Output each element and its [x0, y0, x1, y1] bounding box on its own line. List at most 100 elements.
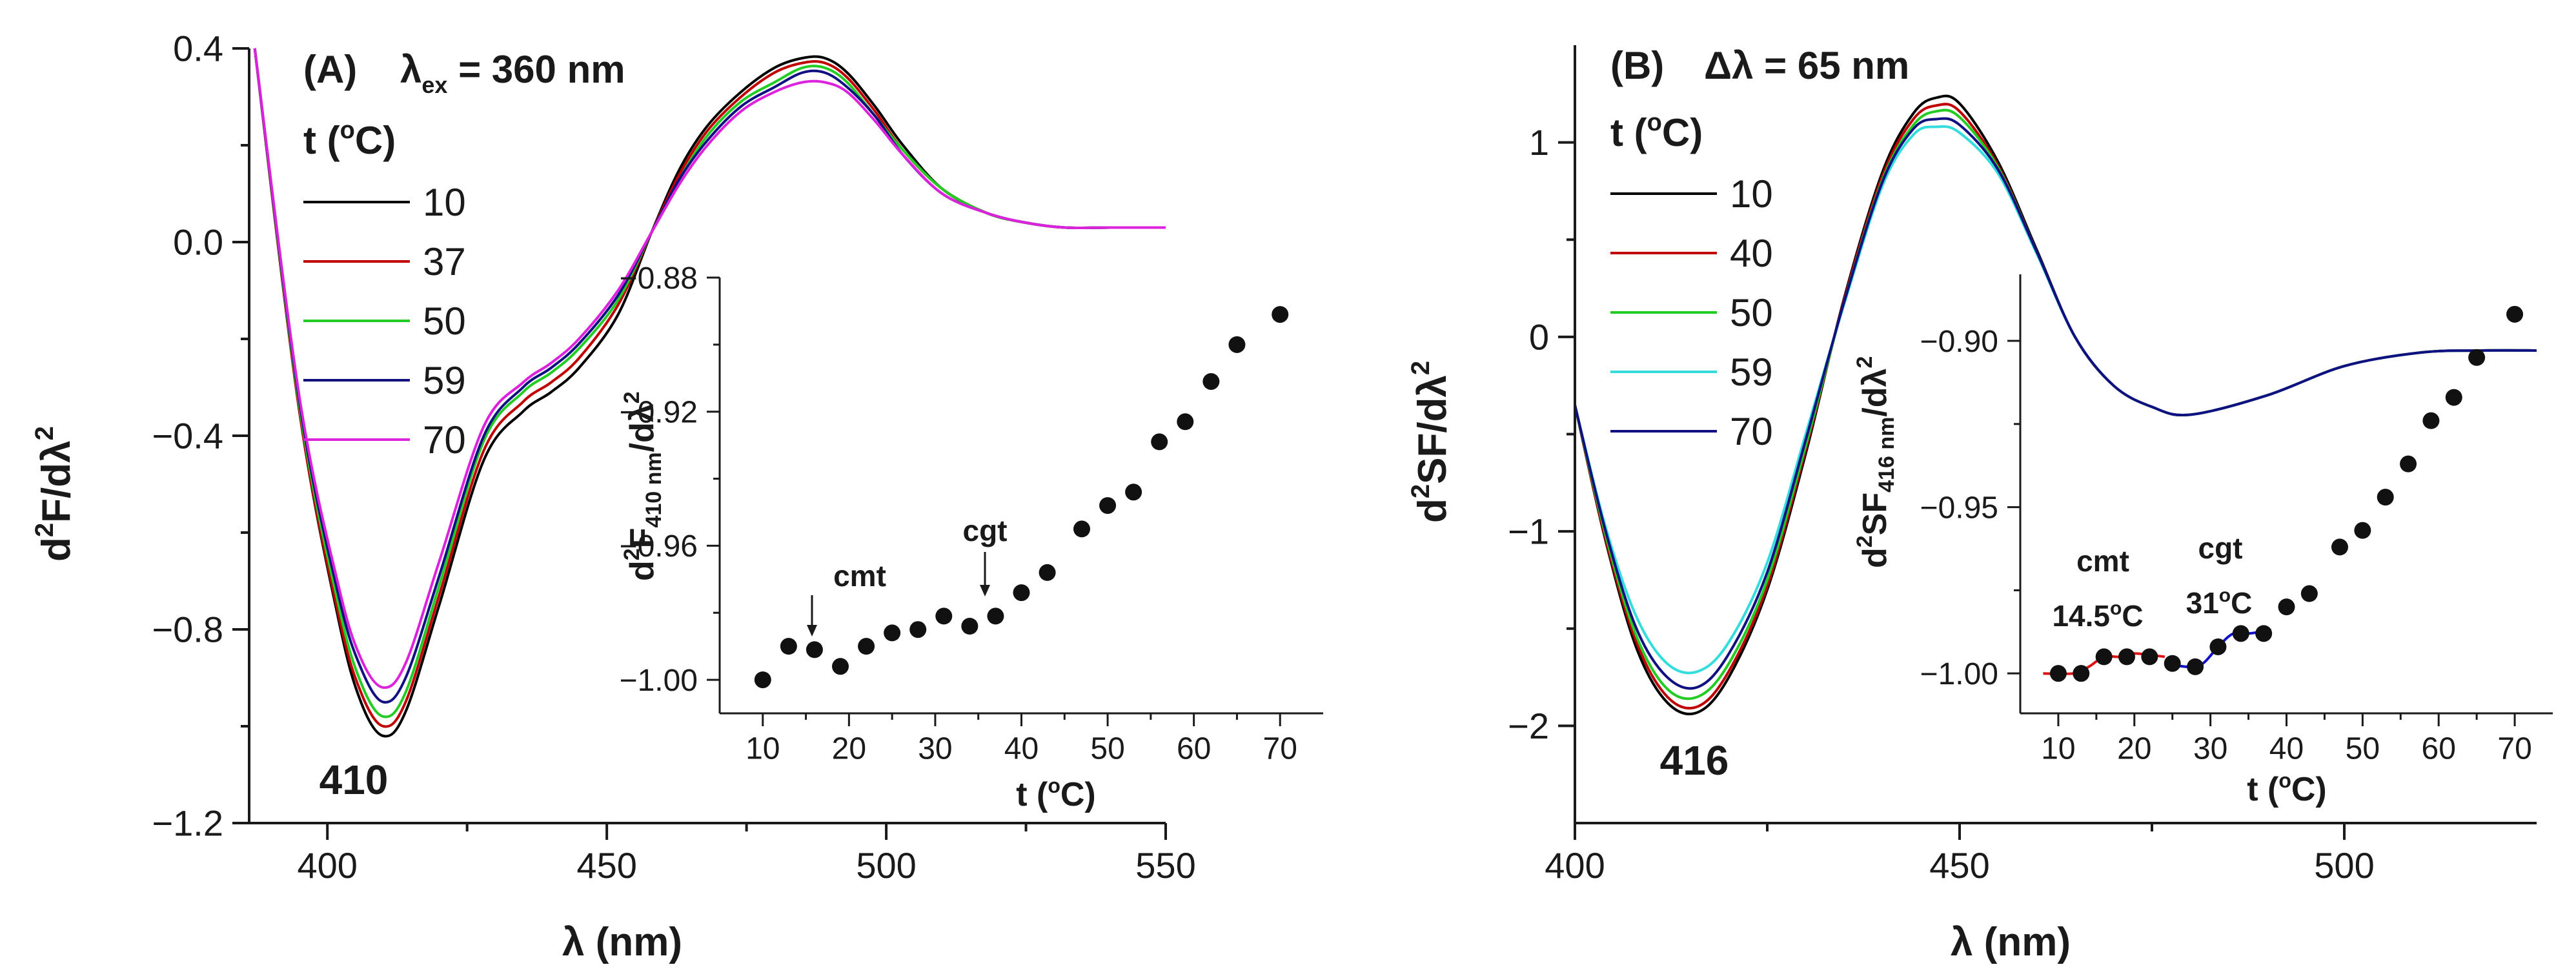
inset-b-axes: −0.90 −0.95 −1.00 10 20 30 40 50 60 70	[1920, 274, 2553, 766]
inset-b-annotation-cmt-temp: 14.5oC	[2052, 598, 2143, 633]
inset-a-arrowhead-cmt	[807, 625, 817, 637]
panel-a-y-tick-label: −0.4	[152, 416, 223, 456]
panel-a-inset: −0.88 −0.92 −0.96 −1.00 10 20 30 40 50 60 70 cmt c…	[620, 261, 1323, 813]
panel-a-excitation: λex = 360 nm	[400, 48, 625, 98]
inset-b-point	[2278, 598, 2295, 616]
panel-a-x-tick-label: 450	[576, 845, 636, 886]
inset-b-x-tick-label: 60	[2422, 731, 2456, 766]
panel-a-label: (A)	[303, 48, 357, 91]
inset-b-y-axis-label: d2SF416 nm/dλ2	[1852, 356, 1899, 568]
inset-a-point	[1228, 336, 1246, 353]
panel-a-y-tick-label: 0.0	[173, 222, 223, 263]
panel-a-y-tick-label: 0.4	[173, 28, 223, 69]
inset-b-x-axis-label: t (oC)	[2247, 769, 2327, 808]
panel-b-y-axis-label: d2SF/dλ2	[1406, 361, 1455, 523]
panel-a-legend-label-10: 10	[423, 181, 466, 224]
panel-a-y-axis-label: d2F/dλ2	[30, 426, 79, 562]
panel-a-x-tick-label: 400	[298, 845, 358, 886]
panel-a-legend-label-37: 37	[423, 240, 466, 283]
panel-b-x-tick-label: 500	[2314, 845, 2374, 886]
inset-b-point	[2187, 658, 2204, 675]
panel-a-y-tick-label: −1.2	[152, 803, 223, 844]
inset-a-y-tick-label: −0.88	[620, 261, 698, 296]
inset-a-point	[780, 638, 797, 655]
inset-a-point	[1039, 564, 1056, 581]
inset-a-annotation-cmt: cmt	[833, 559, 886, 593]
inset-b-x-tick-label: 70	[2497, 731, 2531, 766]
inset-b-point	[2445, 389, 2462, 406]
inset-a-x-tick-label: 60	[1177, 731, 1211, 766]
inset-a-x-tick-label: 50	[1090, 731, 1124, 766]
inset-b-x-tick-label: 50	[2346, 731, 2380, 766]
panel-a-legend: 10 37 50 59 70	[303, 181, 466, 462]
inset-b-point	[2506, 305, 2524, 323]
panel-b-y-tick-label: −2	[1508, 706, 1549, 746]
panel-b-legend-label-59: 59	[1730, 351, 1773, 394]
inset-b-x-tick-label: 20	[2117, 731, 2151, 766]
inset-a-point	[832, 658, 849, 675]
panel-a-series-70	[253, 48, 1166, 689]
panel-b-legend: 10 40 50 59 70	[1610, 172, 1773, 453]
panel-a-x-tick-label: 550	[1135, 845, 1195, 886]
inset-a-point	[1151, 433, 1168, 451]
inset-a-point	[909, 621, 927, 638]
panel-b-x-tick-label: 450	[1929, 845, 1989, 886]
panel-a-y-tick-label: −0.8	[152, 609, 223, 650]
panel-b-y-tick-label: −1	[1508, 511, 1549, 552]
panel-a-curves	[253, 48, 1166, 738]
inset-b-point	[2255, 625, 2273, 642]
panel-a-legend-title: t (oC)	[303, 117, 396, 162]
inset-b-point	[2118, 648, 2135, 666]
inset-b-point	[2354, 522, 2371, 539]
inset-a-point	[935, 607, 953, 625]
inset-b-point	[2331, 538, 2348, 556]
inset-b-point	[2400, 455, 2417, 473]
inset-a-points	[754, 306, 1289, 689]
inset-b-x-tick-label: 40	[2269, 731, 2304, 766]
inset-a-x-tick-label: 20	[832, 731, 866, 766]
inset-a-point	[1202, 372, 1220, 390]
inset-b-point	[2141, 648, 2158, 666]
inset-a-y-tick-label: −0.96	[620, 529, 698, 564]
inset-b-point	[2049, 665, 2067, 682]
inset-b-point	[2422, 412, 2440, 429]
inset-a-x-axis-label: t (oC)	[1016, 774, 1096, 813]
panel-b-inset: −0.90 −0.95 −1.00 10 20 30 40 50 60 70 cmt 14.5oC…	[1852, 274, 2553, 808]
inset-a-point	[1125, 484, 1142, 501]
inset-b-point	[2095, 648, 2113, 666]
panel-b-x-tick-label: 400	[1545, 845, 1605, 886]
inset-b-annotation-cgt: cgt	[2198, 531, 2243, 565]
inset-a-point	[987, 607, 1004, 625]
panel-a-x-tick-label: 500	[856, 845, 916, 886]
inset-a-annotation-cgt: cgt	[963, 514, 1008, 547]
panel-b-y-tick-label: 0	[1529, 316, 1549, 357]
inset-a-point	[806, 641, 823, 658]
panel-b-legend-label-10: 10	[1730, 172, 1773, 216]
inset-a-point	[1073, 520, 1090, 538]
panel-b-legend-title: t (oC)	[1610, 109, 1703, 154]
panel-b-legend-label-40: 40	[1730, 232, 1773, 275]
inset-a-y-tick-label: −0.92	[620, 395, 698, 429]
panel-b-curves	[1575, 94, 2537, 716]
panel-b-curve-group	[1575, 94, 2537, 716]
inset-a-point	[1013, 584, 1030, 602]
inset-b-y-tick-label: −0.95	[1920, 491, 1998, 525]
inset-a-point	[1177, 413, 1194, 431]
inset-b-annotation-cmt: cmt	[2076, 544, 2129, 578]
inset-a-arrowhead-cgt	[980, 585, 990, 596]
inset-a-axes: −0.88 −0.92 −0.96 −1.00 10 20 30 40 50 60 70	[620, 261, 1323, 766]
panel-a-legend-label-50: 50	[423, 300, 466, 343]
inset-a-point	[961, 618, 979, 635]
panel-b-series-59	[1575, 125, 2537, 675]
inset-a-y-tick-label: −1.00	[620, 664, 698, 698]
panel-a-chart: 0.4 0.0 −0.4 −0.8 −1.2 400 450 500 550 (A) λex =…	[30, 28, 1196, 964]
inset-a-point	[1272, 306, 1289, 323]
inset-b-point	[2164, 655, 2181, 672]
inset-b-point	[2232, 625, 2249, 642]
panel-a-minimum-label: 410	[319, 757, 389, 803]
inset-b-point	[2073, 665, 2090, 682]
inset-a-point	[858, 638, 875, 655]
